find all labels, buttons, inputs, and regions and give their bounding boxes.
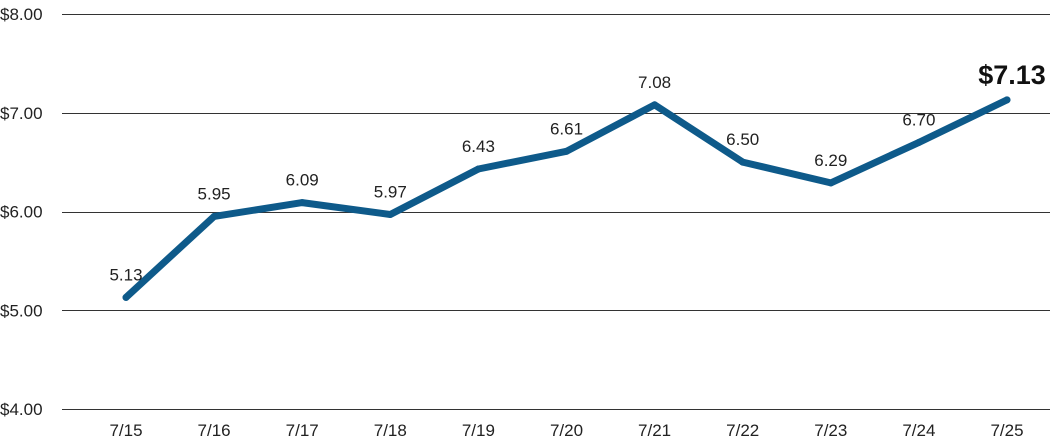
data-labels: 5.13 5.95 6.09 5.97 6.43 6.61 7.08 6.50 6.29 6.70… [109, 60, 1045, 285]
y-tick-label: $6.00 [0, 203, 43, 222]
data-label: 7.08 [638, 73, 671, 92]
y-axis-ticks: $8.00 $7.00 $6.00 $5.00 $4.00 [0, 5, 43, 419]
x-tick-label: 7/25 [990, 421, 1023, 440]
data-point [386, 210, 394, 218]
x-tick-label: 7/22 [726, 421, 759, 440]
data-point [122, 293, 130, 301]
data-point [563, 147, 570, 155]
data-label: 6.70 [902, 110, 935, 129]
x-tick-label: 7/19 [462, 421, 495, 440]
x-tick-label: 7/15 [109, 421, 142, 440]
x-axis-ticks: 7/15 7/16 7/17 7/18 7/19 7/20 7/21 7/22 7/23 7/24… [109, 421, 1023, 440]
data-label: 6.50 [726, 130, 759, 149]
gridlines [62, 14, 1050, 410]
data-label: 6.61 [550, 119, 583, 138]
data-label: 5.95 [198, 184, 231, 203]
data-point [298, 199, 306, 207]
data-label: 5.97 [374, 182, 407, 201]
x-tick-label: 7/17 [286, 421, 319, 440]
data-point [474, 165, 482, 173]
data-point [739, 158, 747, 166]
x-tick-label: 7/18 [374, 421, 407, 440]
data-label: 6.09 [286, 171, 319, 190]
data-label-latest: $7.13 [978, 60, 1046, 90]
y-tick-label: $4.00 [0, 400, 43, 419]
data-point [210, 212, 218, 220]
data-point [827, 179, 835, 187]
data-point [1003, 96, 1011, 104]
y-tick-label: $5.00 [0, 301, 43, 320]
data-label: 6.43 [462, 137, 495, 156]
y-tick-label: $7.00 [0, 104, 43, 123]
x-tick-label: 7/24 [902, 421, 935, 440]
x-tick-label: 7/23 [814, 421, 847, 440]
x-tick-label: 7/16 [198, 421, 231, 440]
data-point [651, 101, 659, 109]
series-line-layer [122, 96, 1011, 301]
x-tick-label: 7/21 [638, 421, 671, 440]
data-label: 5.13 [109, 265, 142, 284]
data-label: 6.29 [814, 151, 847, 170]
data-point [915, 138, 923, 146]
x-tick-label: 7/20 [550, 421, 583, 440]
y-tick-label: $8.00 [0, 5, 43, 24]
